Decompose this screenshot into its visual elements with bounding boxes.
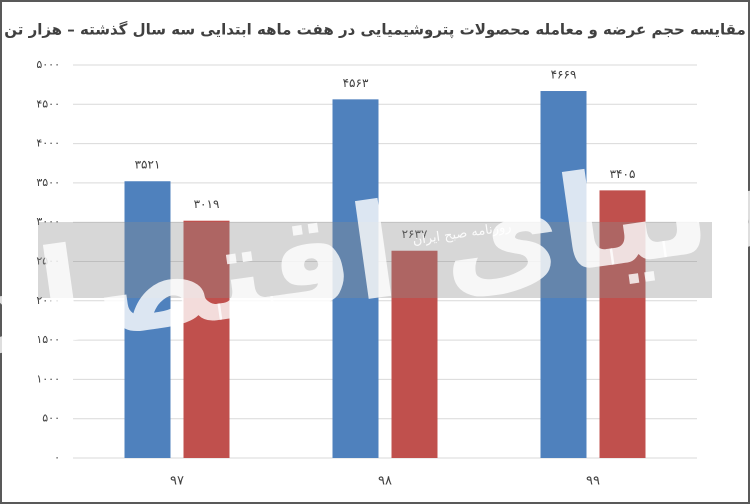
y-tick-label: ۲۵۰۰ <box>36 255 60 268</box>
x-tick-label: ۹۹ <box>586 474 600 489</box>
value-label: ۳۴۰۵ <box>610 167 636 181</box>
y-tick-label: ۳۰۰۰ <box>36 215 60 228</box>
y-tick-label: ۱۰۰۰ <box>36 372 60 385</box>
bar <box>183 220 230 458</box>
y-tick-label: ۰ <box>54 451 60 464</box>
y-tick-label: ۱۵۰۰ <box>36 333 60 346</box>
bar <box>124 181 171 459</box>
bar <box>332 99 379 458</box>
bar <box>391 250 438 458</box>
value-label: ۳۵۲۱ <box>135 158 161 172</box>
y-tick-label: ۲۰۰۰ <box>36 294 60 307</box>
bar <box>599 190 646 458</box>
y-tick-label: ۵۰۰۰ <box>36 58 60 71</box>
x-tick-label: ۹۷ <box>170 474 184 489</box>
bar <box>540 91 587 458</box>
value-label: ۳۰۱۹ <box>194 197 220 211</box>
y-tick-label: ۴۰۰۰ <box>36 137 60 150</box>
value-label: ۴۶۶۹ <box>551 68 577 82</box>
chart-title: مقایسه حجم عرضه و معامله محصولات پتروشیم… <box>4 21 746 40</box>
y-tick-label: ۳۵۰۰ <box>36 176 60 189</box>
value-label: ۲۶۳۷ <box>402 227 428 241</box>
x-tick-label: ۹۸ <box>378 474 392 489</box>
value-label: ۴۵۶۳ <box>343 76 369 90</box>
y-tick-label: ۵۰۰ <box>42 412 60 425</box>
y-tick-label: ۴۵۰۰ <box>36 97 60 110</box>
watermark-band <box>38 222 712 298</box>
